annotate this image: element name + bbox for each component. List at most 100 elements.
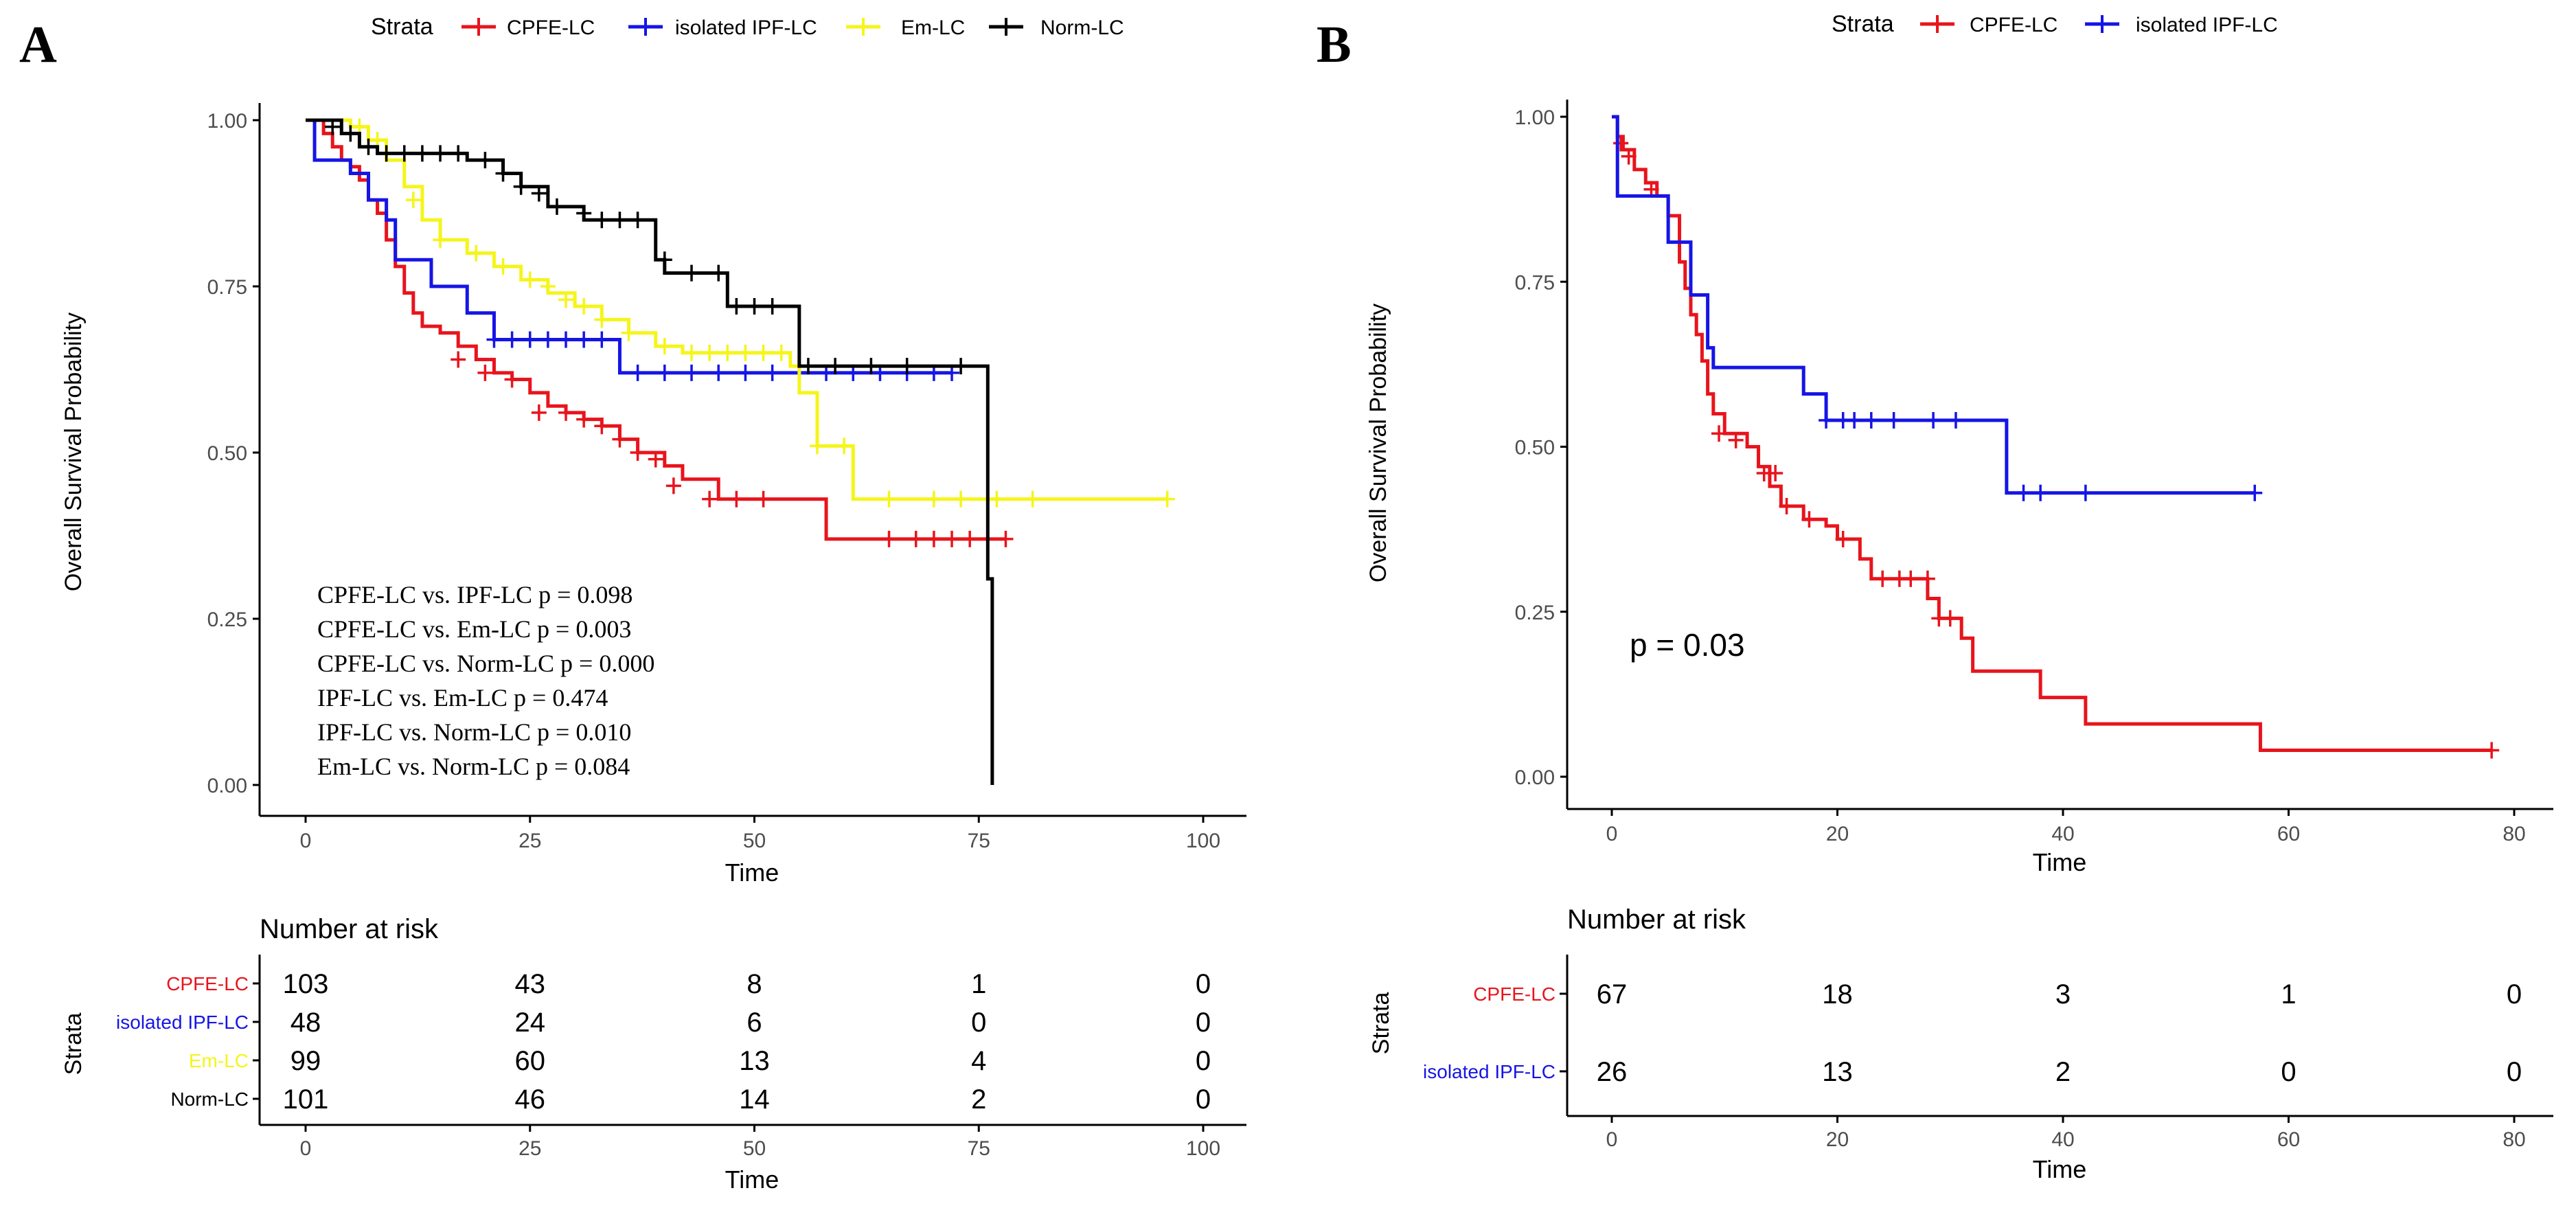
panel-label-a: A [19, 16, 57, 73]
censor-mark [1903, 570, 1919, 587]
y-ticks: 0.00 0.25 0.50 0.75 1.00 [207, 110, 260, 797]
x-tick-label: 80 [2503, 823, 2525, 845]
censor-mark [1847, 412, 1862, 429]
risk-x-tick-label: 75 [968, 1137, 990, 1160]
censor-mark [1779, 497, 1794, 514]
censor-mark [944, 530, 960, 547]
annotation-cpfe-vs-ipf: CPFE-LC vs. IPF-LC p = 0.098 [317, 581, 632, 608]
risk-row-label: isolated IPF-LC [116, 1012, 249, 1033]
censor-mark [576, 205, 592, 222]
risk-x-tick-label: 0 [1606, 1128, 1618, 1151]
censor-mark [1942, 610, 1958, 627]
censor-mark [612, 431, 628, 448]
censor-mark [522, 271, 538, 288]
censor-mark [594, 212, 610, 229]
y-tick-label: 0.00 [1515, 766, 1555, 789]
censor-mark [755, 490, 771, 508]
censor-mark [451, 145, 466, 162]
censor-mark [576, 331, 592, 348]
p-value-annotation: p = 0.03 [1630, 627, 1745, 663]
censor-mark [1835, 531, 1851, 548]
censor-mark [738, 344, 753, 361]
censor-mark [720, 344, 736, 361]
censor-mark [648, 451, 663, 468]
risk-count: 14 [739, 1084, 770, 1115]
censor-mark [504, 331, 520, 348]
legend-entry-cpfe-lc: CPFE-LC [1920, 14, 2058, 36]
risk-count: 101 [283, 1084, 329, 1115]
risk-row-isolated-ipf-lc: isolated IPF-LC 26 13 2 0 0 [1423, 1057, 2522, 1087]
censor-mark [711, 264, 727, 282]
risk-count: 24 [515, 1007, 546, 1038]
risk-count: 13 [739, 1046, 770, 1076]
legend-title: Strata [1832, 11, 1894, 37]
panel-label-b: B [1317, 16, 1352, 73]
censor-mark [540, 278, 556, 295]
censor-mark [809, 437, 825, 455]
y-tick-label: 1.00 [1515, 106, 1555, 129]
risk-count: 0 [2281, 1057, 2296, 1087]
censor-mark [343, 125, 358, 142]
censor-mark [1919, 570, 1935, 587]
legend-a: Strata CPFE-LC isolated IPF-LC Em-LC Nor… [371, 14, 1124, 40]
y-tick-label: 0.75 [207, 276, 247, 299]
x-tick-label: 60 [2277, 823, 2300, 845]
censor-mark [746, 298, 762, 315]
censor-mark [881, 490, 897, 508]
censor-mark [2016, 484, 2031, 501]
censor-mark [1863, 412, 1879, 429]
censor-mark [773, 344, 789, 361]
risk-row-label: CPFE-LC [166, 973, 249, 994]
y-ticks: 0.00 0.25 0.50 0.75 1.00 [1515, 106, 1567, 789]
risk-count: 67 [1597, 979, 1628, 1010]
censor-mark [621, 324, 637, 341]
censor-mark [764, 298, 780, 315]
legend-label: isolated IPF-LC [675, 16, 817, 39]
risk-x-tick-label: 100 [1186, 1137, 1220, 1160]
censor-mark [630, 364, 646, 381]
censor-mark [495, 258, 511, 275]
censor-mark [414, 145, 430, 162]
risk-row-em-lc: Em-LC 99 60 13 4 0 [189, 1046, 1211, 1076]
risk-count: 0 [1196, 1007, 1211, 1038]
survival-curves [1612, 115, 2500, 759]
censor-mark [729, 490, 744, 508]
x-tick-label: 0 [1606, 823, 1618, 845]
annotation-ipf-vs-em: IPF-LC vs. Em-LC p = 0.474 [317, 684, 608, 711]
censor-mark [1801, 511, 1817, 528]
risk-count: 46 [515, 1084, 546, 1115]
censor-mark [1768, 464, 1783, 481]
risk-count: 43 [515, 969, 546, 999]
censor-mark [361, 138, 376, 155]
censor-mark [2033, 484, 2049, 501]
censor-mark [594, 331, 610, 348]
risk-x-ticks: 0 25 50 75 100 [300, 1125, 1220, 1160]
censor-mark [764, 364, 780, 381]
censor-mark [2484, 742, 2500, 759]
censor-mark [630, 212, 646, 229]
censor-mark [711, 364, 727, 381]
legend-label: CPFE-LC [507, 16, 595, 39]
censor-mark [953, 490, 969, 508]
censor-mark [594, 418, 610, 435]
risk-count: 2 [2055, 1057, 2071, 1087]
annotation-cpfe-vs-norm: CPFE-LC vs. Norm-LC p = 0.000 [317, 650, 654, 677]
risk-row-norm-lc: Norm-LC 101 46 14 2 0 [170, 1084, 1211, 1115]
censor-mark [800, 358, 816, 375]
censor-mark [378, 145, 394, 162]
x-tick-label: 75 [968, 830, 990, 852]
legend-b: Strata CPFE-LC isolated IPF-LC [1832, 11, 2278, 37]
censor-mark [989, 490, 1005, 508]
censor-mark [729, 298, 744, 315]
censor-mark [522, 331, 538, 348]
censor-mark [531, 185, 547, 202]
risk-y-axis-label: Strata [60, 1013, 87, 1075]
risk-x-tick-label: 40 [2051, 1128, 2074, 1151]
censor-mark [863, 358, 879, 375]
x-tick-label: 40 [2051, 823, 2074, 845]
x-tick-label: 20 [1826, 823, 1849, 845]
series-norm-lc [306, 118, 994, 785]
